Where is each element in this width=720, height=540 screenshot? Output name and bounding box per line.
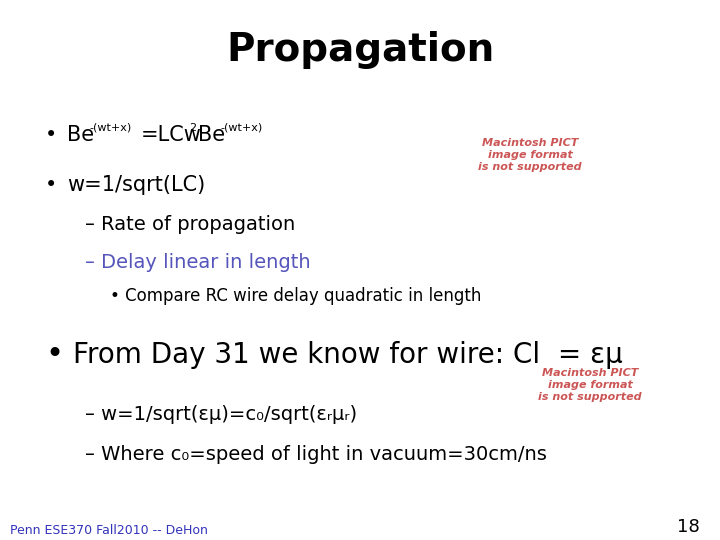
Text: – Where c₀=speed of light in vacuum=30cm/ns: – Where c₀=speed of light in vacuum=30cm… [85,446,547,464]
Text: – Rate of propagation: – Rate of propagation [85,215,295,234]
Text: 18: 18 [678,518,700,536]
Text: Be: Be [198,125,225,145]
Text: •: • [45,341,63,369]
Text: 2: 2 [189,123,196,133]
Text: •: • [45,125,58,145]
Text: – w=1/sqrt(εμ)=c₀/sqrt(εᵣμᵣ): – w=1/sqrt(εμ)=c₀/sqrt(εᵣμᵣ) [85,406,357,424]
Text: w=1/sqrt(LC): w=1/sqrt(LC) [67,175,205,195]
Text: From Day 31 we know for wire: Cl  = εμ: From Day 31 we know for wire: Cl = εμ [73,341,623,369]
Text: • Compare RC wire delay quadratic in length: • Compare RC wire delay quadratic in len… [110,287,482,305]
Text: Macintosh PICT
image format
is not supported: Macintosh PICT image format is not suppo… [478,138,582,172]
Text: Propagation: Propagation [226,31,494,69]
Text: Macintosh PICT
image format
is not supported: Macintosh PICT image format is not suppo… [538,368,642,402]
Text: -(wt+x): -(wt+x) [89,123,131,133]
Text: -(wt+x): -(wt+x) [220,123,262,133]
Text: – Delay linear in length: – Delay linear in length [85,253,310,272]
Text: Be: Be [67,125,94,145]
Text: =LCw: =LCw [141,125,202,145]
Text: Penn ESE370 Fall2010 -- DeHon: Penn ESE370 Fall2010 -- DeHon [10,523,208,537]
Text: •: • [45,175,58,195]
